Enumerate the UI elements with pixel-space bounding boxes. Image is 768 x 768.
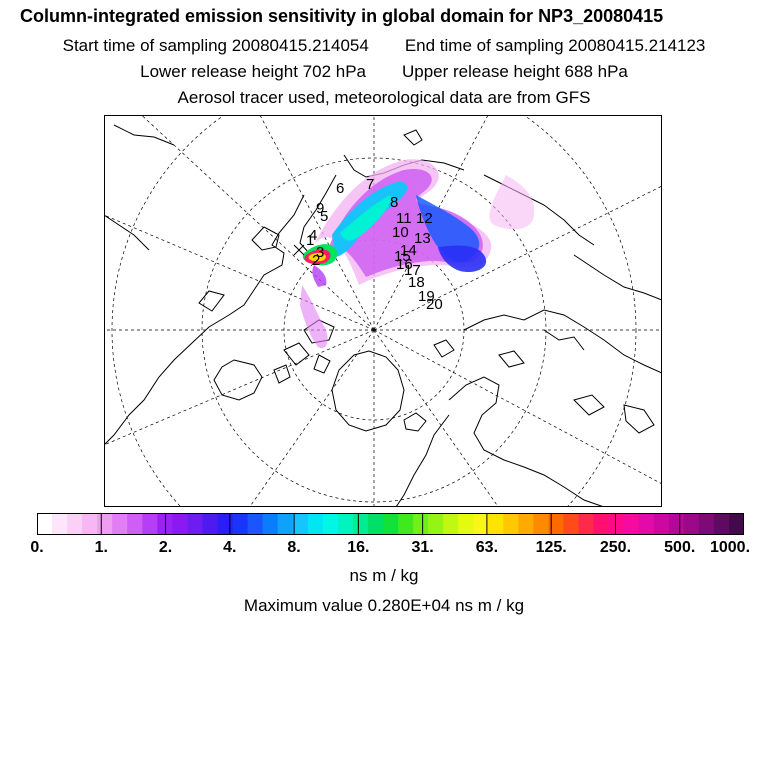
trajectory-label: 19 bbox=[418, 288, 435, 305]
trajectory-label: 9 bbox=[316, 200, 324, 217]
colorbar-cell bbox=[698, 513, 715, 535]
colorbar-cell bbox=[608, 513, 625, 535]
colorbar-cell bbox=[337, 513, 354, 535]
trajectory-labels: 1 2 3 4 5 6 7 8 9 10 11 12 13 14 15 16 1… bbox=[306, 176, 443, 313]
colorbar-cell bbox=[458, 513, 474, 535]
colorbar-cell bbox=[518, 513, 535, 535]
trajectory-label: 8 bbox=[390, 194, 398, 211]
colorbar-cell bbox=[52, 513, 68, 535]
colorbar-cell bbox=[443, 513, 459, 535]
colorbar-unit: ns m / kg bbox=[349, 566, 419, 585]
colorbar-tick-label: 500. bbox=[664, 539, 696, 556]
colorbar-cell bbox=[217, 513, 234, 535]
colorbar-cell bbox=[37, 513, 53, 535]
colorbar-border bbox=[37, 513, 744, 535]
end-time: End time of sampling 20080415.214123 bbox=[404, 36, 706, 55]
trajectory-cross-marker bbox=[293, 244, 305, 256]
colorbar-cell bbox=[82, 513, 98, 535]
colorbar-tick-label: 125. bbox=[535, 539, 567, 556]
colorbar-cell bbox=[232, 513, 249, 535]
tracer-info: Aerosol tracer used, meteorological data… bbox=[177, 88, 591, 107]
trajectory-label: 20 bbox=[426, 296, 443, 313]
trajectory-label: 13 bbox=[414, 230, 431, 247]
colorbar-cell bbox=[428, 513, 444, 535]
trajectory-label: 4 bbox=[309, 227, 317, 244]
colorbar-cell bbox=[548, 513, 565, 535]
colorbar-cell bbox=[277, 513, 294, 535]
trajectory-label: 17 bbox=[404, 262, 421, 279]
colorbar-cell bbox=[352, 513, 369, 535]
sampling-times: Start time of sampling 20080415.214054 En… bbox=[0, 36, 768, 56]
colorbar-cell bbox=[593, 513, 610, 535]
start-time: Start time of sampling 20080415.214054 bbox=[62, 36, 369, 55]
colorbar-cell bbox=[713, 513, 730, 535]
colorbar-cell bbox=[668, 513, 685, 535]
trajectory-label: 11 bbox=[396, 210, 412, 227]
colorbar-tick-label: 0. bbox=[30, 539, 44, 556]
trajectory-label: 6 bbox=[336, 180, 344, 197]
trajectory-label: 10 bbox=[392, 224, 409, 241]
lower-release-height: Lower release height 702 hPa bbox=[140, 62, 366, 81]
colorbar-cell bbox=[322, 513, 339, 535]
trajectory-label: 16 bbox=[396, 256, 413, 273]
colorbar-cell bbox=[127, 513, 143, 535]
colorbar-cell bbox=[247, 513, 264, 535]
colorbar-tick-label: 16. bbox=[347, 539, 370, 556]
sensitivity-field bbox=[300, 159, 535, 349]
colorbar-cell bbox=[563, 513, 580, 535]
colorbar-cell bbox=[382, 513, 399, 535]
colorbar-cell bbox=[172, 513, 189, 535]
trajectory-label: 7 bbox=[366, 176, 374, 193]
trajectory-label: 18 bbox=[408, 274, 425, 291]
colorbar-tick-label: 1000. bbox=[709, 539, 751, 556]
upper-release-height: Upper release height 688 hPa bbox=[402, 62, 628, 81]
colorbar-cell bbox=[187, 513, 204, 535]
colorbar-cell bbox=[97, 513, 113, 535]
colorbar-tick-label: 1. bbox=[94, 539, 108, 556]
colorbar-cell bbox=[262, 513, 279, 535]
colorbar-cell bbox=[623, 513, 640, 535]
colorbar-tick-label: 63. bbox=[475, 539, 499, 556]
map-panel: 1 2 3 4 5 6 7 8 9 10 11 12 13 14 15 16 1… bbox=[104, 115, 662, 507]
colorbar-cell bbox=[202, 513, 219, 535]
trajectory-label: 14 bbox=[400, 242, 417, 259]
trajectory-label: 3 bbox=[316, 244, 324, 261]
colorbar-cell bbox=[142, 513, 158, 535]
colorbar-tick-label: 2. bbox=[158, 539, 173, 556]
colorbar-cell bbox=[367, 513, 384, 535]
colorbar-cell bbox=[653, 513, 670, 535]
colorbar-cells bbox=[37, 513, 744, 535]
trajectory-label: 1 bbox=[306, 232, 314, 249]
colorbar-cell bbox=[503, 513, 519, 535]
colorbar-cell bbox=[473, 513, 489, 535]
colorbar-cell bbox=[67, 513, 83, 535]
colorbar-dividers bbox=[100, 513, 681, 535]
maximum-value: Maximum value 0.280E+04 ns m / kg bbox=[243, 596, 525, 615]
release-heights: Lower release height 702 hPa Upper releas… bbox=[0, 62, 768, 82]
meridians bbox=[104, 115, 662, 507]
coastlines bbox=[104, 124, 662, 507]
colorbar-cell bbox=[307, 513, 324, 535]
colorbar-cell bbox=[488, 513, 504, 535]
trajectory-label: 2 bbox=[312, 252, 320, 269]
colorbar-tick-label: 250. bbox=[599, 539, 632, 556]
colorbar-cell bbox=[413, 513, 429, 535]
colorbar-cell bbox=[683, 513, 700, 535]
trajectory-label: 15 bbox=[394, 248, 411, 265]
colorbar-cell bbox=[398, 513, 414, 535]
colorbar-tick-label: 31. bbox=[411, 539, 434, 556]
colorbar-cell bbox=[638, 513, 655, 535]
colorbar bbox=[37, 513, 744, 535]
plot-title: Column-integrated emission sensitivity i… bbox=[20, 6, 664, 26]
colorbar-cell bbox=[112, 513, 128, 535]
trajectory-label: 5 bbox=[320, 208, 328, 225]
colorbar-cell bbox=[533, 513, 550, 535]
colorbar-tick-label: 8. bbox=[287, 539, 301, 556]
colorbar-cell bbox=[728, 513, 744, 535]
colorbar-cell bbox=[578, 513, 595, 535]
colorbar-tick-label: 4. bbox=[223, 539, 237, 556]
colorbar-cell bbox=[292, 513, 309, 535]
trajectory-label: 12 bbox=[416, 210, 433, 227]
